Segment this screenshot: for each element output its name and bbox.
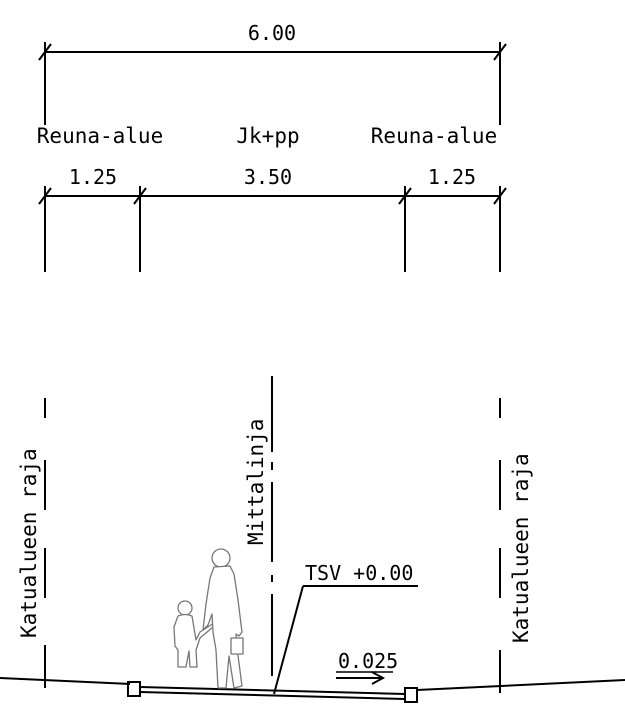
zone-label-left: Reuna-alue — [37, 124, 163, 148]
slope-arrow-icon — [371, 671, 386, 685]
total-dimension-label: 6.00 — [248, 21, 296, 45]
left-boundary: Katualueen raja — [17, 398, 46, 688]
level-label: TSV +0.00 — [305, 561, 413, 585]
right-width-label: 1.25 — [428, 165, 476, 189]
level-callout: TSV +0.00 — [273, 561, 418, 695]
center-line: Mittalinja — [244, 376, 273, 676]
right-curb — [404, 687, 418, 703]
right-boundary: Katualueen raja — [499, 398, 533, 693]
child-figure-icon — [173, 600, 215, 668]
slope-label: 0.025 — [338, 649, 398, 673]
shopping-bag-icon — [230, 637, 244, 655]
right-boundary-label: Katualueen raja — [509, 453, 533, 643]
zone-label-right: Reuna-alue — [371, 124, 497, 148]
slope-indicator: 0.025 — [336, 649, 398, 685]
left-width-label: 1.25 — [69, 165, 117, 189]
total-dimension: 6.00 — [38, 21, 507, 125]
partial-dimensions: 1.25 3.50 1.25 — [38, 165, 507, 272]
ground-profile — [0, 677, 625, 703]
adult-figure-icon — [202, 548, 244, 689]
center-line-label: Mittalinja — [244, 419, 268, 545]
left-boundary-label: Katualueen raja — [17, 448, 41, 638]
zone-label-middle: Jk+pp — [236, 124, 299, 148]
left-curb — [127, 681, 141, 697]
middle-width-label: 3.50 — [244, 165, 292, 189]
